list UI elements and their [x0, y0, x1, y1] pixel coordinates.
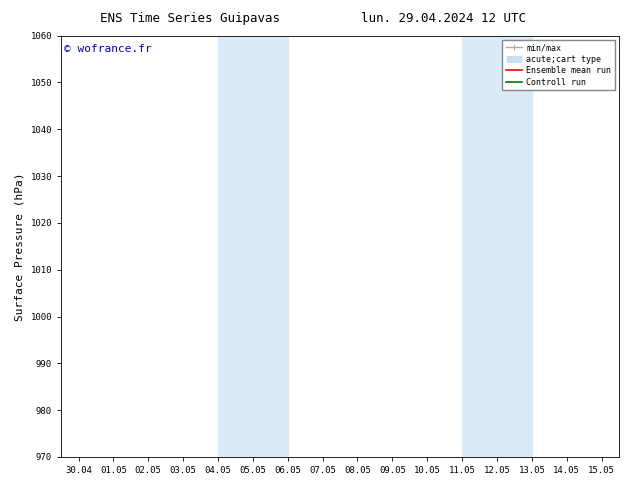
Text: lun. 29.04.2024 12 UTC: lun. 29.04.2024 12 UTC [361, 12, 526, 25]
Y-axis label: Surface Pressure (hPa): Surface Pressure (hPa) [15, 172, 25, 320]
Legend: min/max, acute;cart type, Ensemble mean run, Controll run: min/max, acute;cart type, Ensemble mean … [502, 40, 615, 90]
Text: © wofrance.fr: © wofrance.fr [64, 44, 152, 54]
Text: ENS Time Series Guipavas: ENS Time Series Guipavas [100, 12, 280, 25]
Bar [218, 36, 288, 457]
Bar [462, 36, 532, 457]
